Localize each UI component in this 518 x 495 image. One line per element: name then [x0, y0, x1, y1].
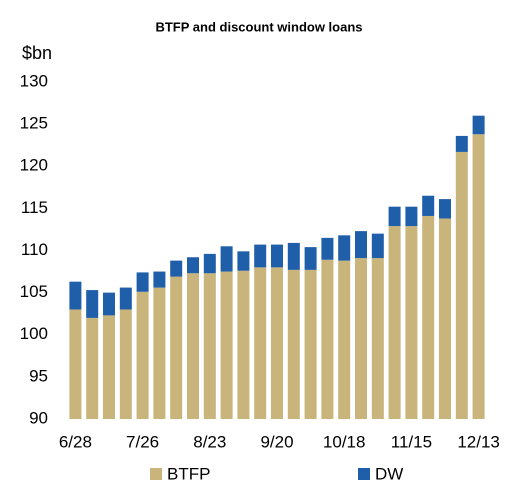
bar-segment: [203, 273, 216, 419]
bar-segment: [187, 273, 199, 419]
bar-segment: [119, 309, 132, 419]
bar-segment: [170, 276, 183, 419]
bar-segment: [86, 317, 99, 419]
x-tick-label: 10/18: [323, 432, 366, 451]
y-tick-label: 115: [21, 198, 48, 217]
bar-segment: [103, 292, 115, 316]
y-tick-label: 110: [21, 240, 48, 259]
bar-segment: [136, 272, 149, 292]
y-tick-label: 105: [20, 282, 48, 301]
chart-title: BTFP and discount window loans: [155, 19, 362, 34]
bar-segment: [321, 237, 334, 260]
bar-segment: [304, 247, 317, 270]
bar-segment: [422, 195, 435, 216]
bar-segment: [271, 244, 283, 268]
bar-segment: [119, 287, 132, 310]
bar-segment: [220, 246, 233, 272]
bar-segment: [472, 115, 485, 135]
x-tick-label: 11/15: [391, 432, 432, 451]
y-unit-label: $bn: [22, 43, 52, 63]
bar-segment: [271, 267, 283, 419]
y-tick-label: 120: [20, 156, 48, 175]
bar-segment: [405, 226, 418, 419]
bar-segment: [237, 251, 250, 271]
y-tick-label: 100: [20, 324, 48, 343]
bar-segment: [321, 259, 334, 419]
y-tick-label: 130: [20, 71, 48, 90]
bar-segment: [455, 151, 468, 420]
bar-segment: [371, 233, 384, 259]
bar-segment: [439, 199, 451, 219]
bar-segment: [287, 242, 300, 270]
bar-segment: [153, 271, 166, 288]
legend-swatch: [150, 468, 162, 480]
bar-segment: [170, 260, 183, 277]
bar-segment: [388, 206, 401, 227]
x-tick-label: 6/28: [59, 432, 92, 451]
bar-segment: [338, 260, 351, 419]
bar-segment: [338, 235, 351, 261]
bar-segment: [388, 226, 401, 419]
legend-label: DW: [375, 464, 403, 483]
bar-segment: [304, 269, 317, 419]
y-tick-label: 90: [29, 408, 48, 427]
bar-segment: [405, 206, 418, 227]
bar-segment: [153, 287, 166, 419]
x-tick-label: 8/23: [193, 432, 226, 451]
bar-segment: [422, 215, 435, 419]
bar-segment: [86, 290, 99, 318]
x-tick-label: 12/13: [457, 432, 500, 451]
legend-label: BTFP: [167, 464, 210, 483]
legend-swatch: [358, 468, 370, 480]
bar-segment: [254, 267, 267, 419]
bar-segment: [203, 253, 216, 274]
x-tick-label: 7/26: [126, 432, 159, 451]
bar-segment: [355, 258, 367, 419]
bar-segment: [237, 270, 250, 419]
bar-segment: [355, 231, 367, 259]
bar-segment: [69, 281, 82, 310]
x-tick-label: 9/20: [260, 432, 293, 451]
bar-segment: [69, 309, 82, 419]
bar-segment: [103, 315, 115, 419]
bar-segment: [220, 271, 233, 419]
bar-segment: [287, 269, 300, 419]
bar-segment: [254, 244, 267, 268]
y-tick-label: 95: [29, 366, 48, 385]
bar-segment: [136, 291, 149, 419]
y-tick-label: 125: [20, 114, 48, 133]
bar-segment: [187, 257, 199, 274]
bar-segment: [455, 135, 468, 152]
bar-segment: [439, 218, 451, 419]
bar-segment: [472, 134, 485, 420]
bar-segment: [371, 258, 384, 419]
